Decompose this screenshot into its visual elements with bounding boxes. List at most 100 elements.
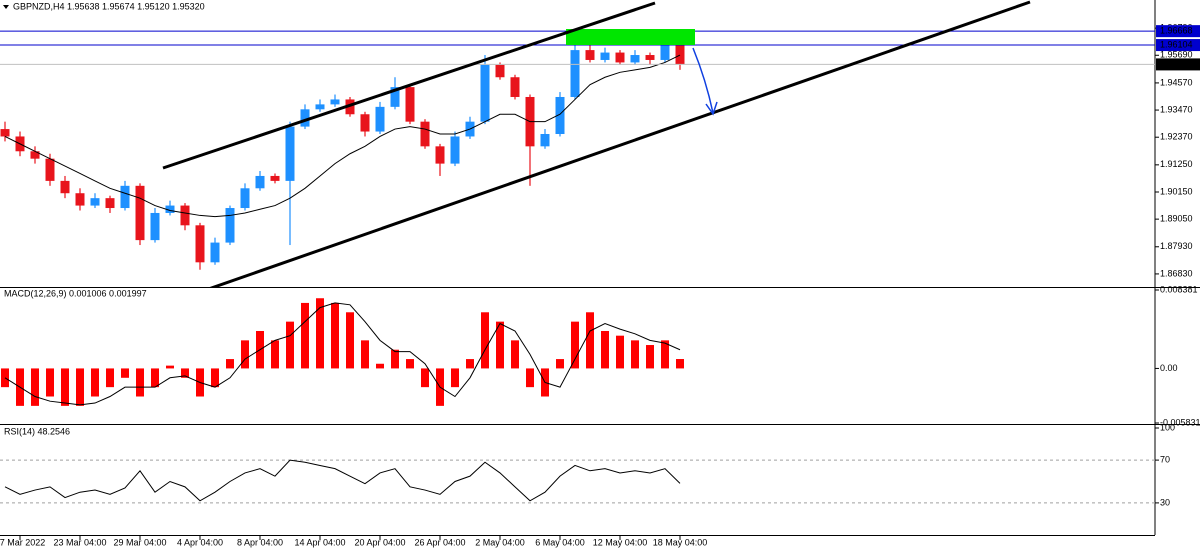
macd-bar: [511, 340, 519, 369]
macd-bar: [601, 330, 609, 369]
macd-signal-line: [4, 302, 681, 406]
candle-body: [360, 114, 370, 132]
macd-bar: [481, 312, 489, 369]
candle-body: [615, 52, 625, 63]
resistance-zone: [566, 29, 695, 45]
candle-body: [0, 129, 10, 137]
price-level-label: 1.96104: [1160, 39, 1193, 49]
x-tick-label: 20 Apr 04:00: [354, 537, 405, 547]
macd-bar: [121, 368, 129, 378]
macd-bar: [271, 340, 279, 369]
macd-bar: [331, 302, 339, 369]
macd-bar: [556, 359, 564, 369]
candle-body: [630, 55, 640, 63]
macd-bar: [211, 368, 219, 388]
macd-bar: [466, 359, 474, 369]
y-tick-label: 1.92370: [1160, 132, 1193, 142]
candle-body: [105, 198, 115, 209]
candle-body: [90, 198, 100, 206]
candle-body: [540, 133, 550, 147]
y-tick-label: 0.008381: [1160, 284, 1198, 294]
macd-bar: [586, 312, 594, 369]
candle-body: [255, 175, 265, 189]
candle-body: [375, 106, 385, 132]
x-tick-label: 29 Mar 04:00: [113, 537, 166, 547]
candle-body: [285, 126, 295, 181]
macd-bar: [676, 359, 684, 369]
macd-bar: [406, 359, 414, 369]
forecast-arrow: [692, 47, 714, 114]
forecast-arrow-head: [705, 101, 718, 116]
candle-body: [45, 158, 55, 181]
macd-bar: [451, 368, 459, 388]
macd-bar: [181, 368, 189, 378]
x-tick-label: 12 May 04:00: [593, 537, 648, 547]
macd-bar: [106, 368, 114, 388]
candle-body: [330, 99, 340, 105]
candle-body: [240, 188, 250, 209]
macd-bar: [136, 368, 144, 397]
last-price-box: [1156, 58, 1200, 71]
macd-title: MACD(12,26,9) 0.001006 0.001997: [4, 288, 147, 298]
x-tick-label: 8 Apr 04:00: [237, 537, 283, 547]
candle-body: [150, 212, 160, 241]
macd-bar: [46, 368, 54, 397]
candle-body: [510, 77, 520, 97]
candle-body: [675, 45, 685, 65]
candle-body: [195, 225, 205, 263]
macd-bar: [661, 340, 669, 369]
candle-body: [570, 50, 580, 97]
candle-body: [405, 87, 415, 122]
macd-bar: [241, 340, 249, 369]
candle-body: [645, 55, 655, 60]
macd-bar: [646, 345, 654, 369]
macd-bar: [61, 368, 69, 406]
y-tick-label: 0.00: [1160, 363, 1178, 373]
macd-bar: [391, 349, 399, 369]
x-tick-label: 14 Apr 04:00: [294, 537, 345, 547]
macd-bar: [316, 298, 324, 369]
price-level-box: [1156, 25, 1200, 38]
candle-body: [165, 205, 175, 213]
y-tick-label: 1.91250: [1160, 159, 1193, 169]
macd-bar: [526, 368, 534, 388]
macd-bar: [76, 368, 84, 406]
y-tick-label: -0.005831: [1160, 417, 1200, 427]
macd-bar: [631, 340, 639, 369]
candle-body: [435, 146, 445, 164]
macd-bar: [166, 365, 174, 369]
candle-body: [555, 96, 565, 134]
candle-body: [270, 175, 280, 181]
candle-body: [75, 193, 85, 206]
candle-body: [135, 185, 145, 241]
menu-triangle[interactable]: [3, 5, 9, 9]
candle-body: [60, 180, 70, 194]
candle-body: [300, 109, 310, 127]
macd-bar: [496, 321, 504, 369]
macd-bar: [226, 359, 234, 369]
price-level-box: [1156, 39, 1200, 52]
x-tick-label: 6 May 04:00: [535, 537, 585, 547]
macd-bar: [91, 368, 99, 397]
candle-body: [660, 45, 670, 60]
macd-bar: [301, 302, 309, 369]
y-tick-label: 1.90150: [1160, 186, 1193, 196]
candle-body: [30, 151, 40, 159]
macd-bar: [31, 368, 39, 406]
price-level-label: 1.96668: [1160, 26, 1193, 36]
x-tick-label: 18 May 04:00: [653, 537, 708, 547]
y-tick-label: 1.95690: [1160, 50, 1193, 60]
candle-body: [495, 64, 505, 78]
last-price-label: 1.95320: [1160, 59, 1193, 69]
x-tick-label: 2 May 04:00: [475, 537, 525, 547]
y-tick-label: 30: [1160, 497, 1170, 507]
candle-body: [390, 87, 400, 107]
y-tick-label: 1.86830: [1160, 268, 1193, 278]
macd-bar: [286, 321, 294, 369]
candle-body: [315, 104, 325, 110]
macd-bar: [151, 368, 159, 388]
y-tick-label: 70: [1160, 454, 1170, 464]
moving-average: [4, 54, 681, 218]
